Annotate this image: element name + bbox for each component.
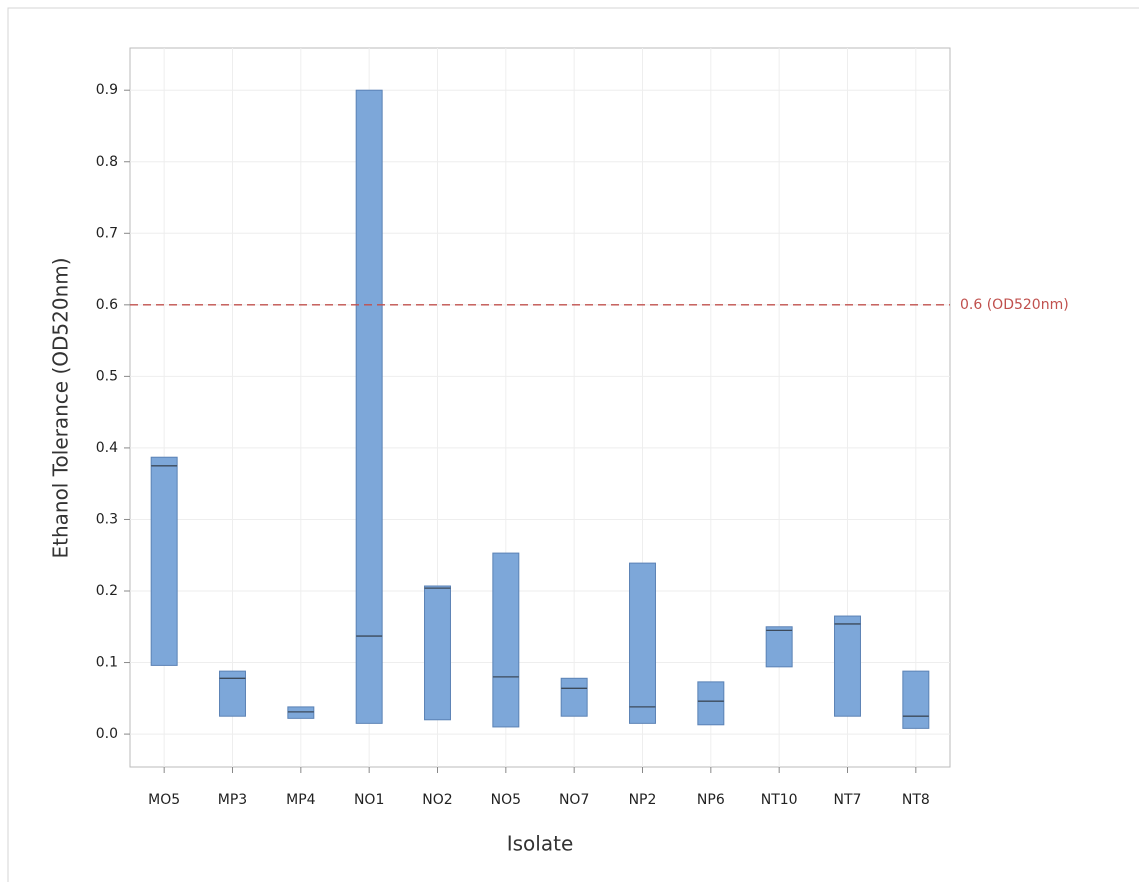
box: [560, 677, 588, 717]
box: [629, 562, 656, 724]
y-tick-label: 0.3: [96, 511, 118, 527]
y-tick-label: 0.0: [96, 726, 118, 742]
y-tick-label: 0.7: [96, 225, 118, 241]
x-tick-label: NO2: [422, 792, 452, 808]
box: [492, 552, 520, 728]
y-tick-label: 0.8: [96, 154, 118, 170]
x-tick-label: NO5: [491, 792, 521, 808]
plot-area: [129, 47, 951, 768]
box: [697, 681, 725, 726]
reference-label: 0.6 (OD520nm): [960, 297, 1069, 313]
y-tick-label: 0.1: [96, 655, 118, 671]
y-axis-title: Ethanol Tolerance (OD520nm): [49, 257, 73, 558]
box: [355, 89, 383, 724]
x-tick-label: NP6: [697, 792, 725, 808]
box: [765, 626, 793, 668]
y-tick-label: 0.2: [96, 583, 118, 599]
x-tick-label: NO1: [354, 792, 384, 808]
box: [150, 456, 178, 666]
x-tick-label: MP3: [218, 792, 247, 808]
x-axis-title: Isolate: [507, 832, 574, 856]
box: [287, 706, 315, 719]
x-tick-label: MO5: [148, 792, 180, 808]
x-tick-label: NT8: [902, 792, 930, 808]
x-tick-label: NT10: [761, 792, 798, 808]
screenshot-frame: [7, 7, 1139, 882]
x-tick-label: NT7: [834, 792, 862, 808]
y-tick-label: 0.5: [96, 368, 118, 384]
y-tick-label: 0.4: [96, 440, 118, 456]
y-tick-label: 0.6: [96, 297, 118, 313]
box: [902, 670, 930, 729]
box: [834, 615, 861, 717]
x-tick-label: NO7: [559, 792, 589, 808]
x-tick-label: MP4: [286, 792, 316, 808]
y-tick-label: 0.9: [96, 82, 118, 98]
x-tick-label: NP2: [629, 792, 657, 808]
box: [424, 585, 451, 721]
